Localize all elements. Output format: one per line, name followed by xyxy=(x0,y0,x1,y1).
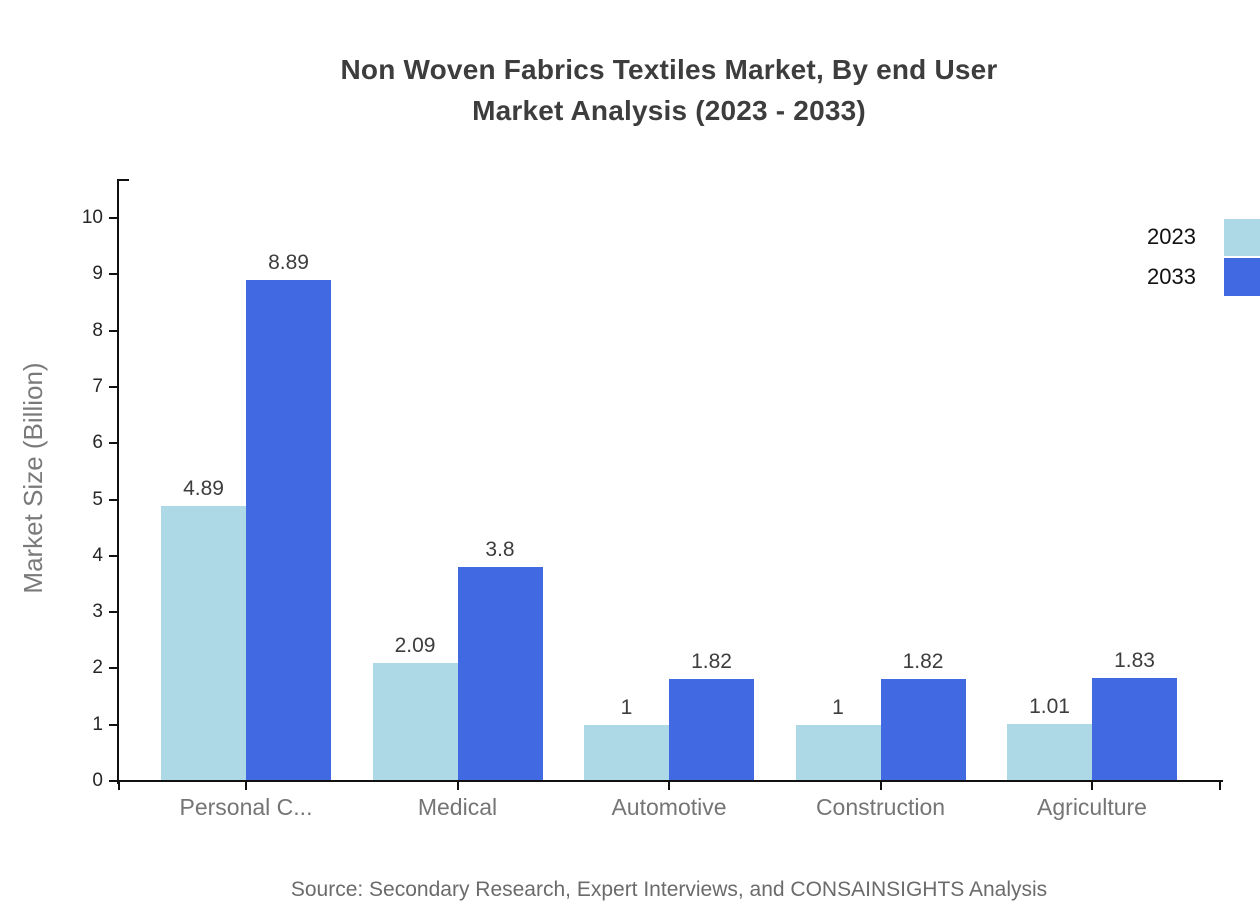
y-tick xyxy=(109,273,118,275)
y-tick xyxy=(109,555,118,557)
y-tick xyxy=(109,611,118,613)
y-tick-label: 9 xyxy=(92,263,103,284)
legend-swatch-2033 xyxy=(1224,258,1260,296)
y-tick xyxy=(109,667,118,669)
y-tick xyxy=(109,442,118,444)
y-tick-label: 5 xyxy=(92,489,103,510)
chart-title: Non Woven Fabrics Textiles Market, By en… xyxy=(118,49,1220,131)
y-tick xyxy=(109,724,118,726)
y-tick-label: 8 xyxy=(92,320,103,341)
x-tick xyxy=(879,781,882,790)
bar-value-label: 1.01 xyxy=(1029,695,1070,718)
y-tick xyxy=(109,386,118,388)
x-tick xyxy=(1091,781,1093,790)
y-tick-label: 2 xyxy=(92,657,103,678)
bar-2023-5 xyxy=(1007,724,1092,781)
legend-label-2033: 2033 xyxy=(1147,264,1196,289)
x-tick xyxy=(1219,781,1221,790)
bar-value-label: 1.83 xyxy=(1114,649,1155,672)
bar-2033-4 xyxy=(880,679,966,781)
y-tick-label: 7 xyxy=(92,376,103,397)
y-tick-label: 0 xyxy=(92,770,103,791)
x-axis-label-1: Personal C... xyxy=(179,794,313,820)
y-tick-label: 4 xyxy=(92,545,103,566)
y-axis-line xyxy=(117,179,119,784)
bar-value-label: 4.89 xyxy=(183,477,224,500)
y-tick xyxy=(109,499,118,501)
bar-2023-2 xyxy=(372,663,458,781)
bar-2033-5 xyxy=(1092,678,1177,781)
bar-value-label: 1 xyxy=(832,696,844,719)
y-tick-label: 1 xyxy=(92,714,103,735)
bar-value-label: 1.82 xyxy=(902,650,944,673)
bar-value-label: 1 xyxy=(620,696,633,719)
x-axis-label-2: Medical xyxy=(417,794,498,820)
y-tick xyxy=(109,217,118,219)
y-tick xyxy=(109,780,118,782)
chart-title-line1: Non Woven Fabrics Textiles Market, By en… xyxy=(340,54,998,85)
x-axis-line xyxy=(117,780,1223,782)
bar-2023-1 xyxy=(161,506,246,781)
x-tick xyxy=(668,781,670,790)
x-tick xyxy=(245,781,247,790)
bar-2033-3 xyxy=(669,679,754,781)
x-axis-label-5: Agriculture xyxy=(1037,794,1147,820)
source-note: Source: Secondary Research, Expert Inter… xyxy=(290,878,1048,901)
y-tick-label: 6 xyxy=(92,432,103,453)
y-axis-end-cap xyxy=(117,179,129,181)
bar-2033-2 xyxy=(457,567,543,781)
x-axis-label-4: Construction xyxy=(815,794,946,820)
y-tick-label: 10 xyxy=(81,207,103,228)
x-tick xyxy=(118,781,120,790)
y-tick-label: 3 xyxy=(92,601,103,622)
bar-value-label: 3.8 xyxy=(485,538,515,561)
bar-2033-1 xyxy=(246,280,331,781)
x-tick xyxy=(456,781,459,790)
legend-label-2023: 2023 xyxy=(1147,224,1196,249)
bar-2023-4 xyxy=(795,725,881,781)
x-axis-label-3: Automotive xyxy=(611,794,727,820)
bar-2023-3 xyxy=(584,725,669,781)
legend-swatch-2023 xyxy=(1224,219,1260,256)
chart-title-line2: Market Analysis (2023 - 2033) xyxy=(472,95,866,126)
y-tick xyxy=(109,330,118,332)
bar-value-label: 2.09 xyxy=(394,634,436,657)
bar-value-label: 8.89 xyxy=(268,251,309,274)
bar-value-label: 1.82 xyxy=(691,650,732,673)
